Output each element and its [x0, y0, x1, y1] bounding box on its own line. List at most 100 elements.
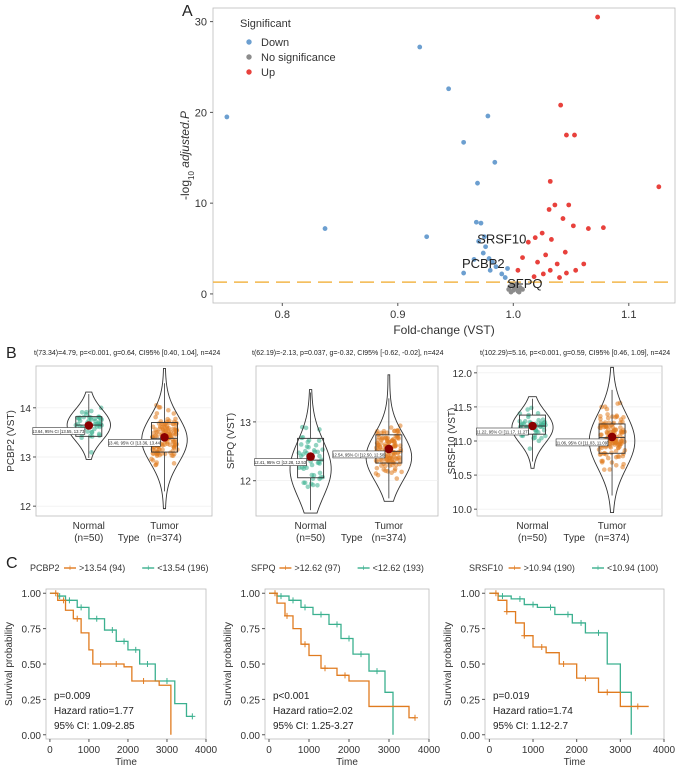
volcano-point-up [549, 237, 554, 242]
volcano-point-up [581, 261, 587, 267]
km-plot-km-pcbp2: 0.00 0.25 0.50 0.75 1.00 0 1000 2000 3000 4000 Tim… [4, 563, 218, 768]
volcano-point-down [476, 238, 482, 244]
volcano-point-up [535, 259, 540, 265]
km-y-tick-label: 1.00 [461, 589, 481, 600]
violin-mean-point [384, 444, 394, 454]
km-legend-label-high: >10.94 (190) [524, 563, 575, 573]
violin-point [81, 414, 87, 420]
violin-y-tick-label: 11.0 [453, 437, 472, 448]
violin-mean-point [160, 433, 169, 442]
km-x-tick-label: 0 [266, 745, 272, 756]
km-x-tick-label: 2000 [338, 745, 361, 756]
gene-label-pcbp2: PCBP2 [462, 256, 505, 271]
violin-point [390, 437, 395, 443]
km-y-tick-label: 0.25 [461, 695, 481, 706]
violin-group-label: Tumor [375, 521, 404, 532]
violin-point [605, 455, 611, 461]
violin-point [164, 425, 169, 431]
volcano-point-down [471, 257, 477, 262]
volcano-point-up [547, 178, 553, 184]
violin-point [92, 426, 97, 432]
volcano-point-up [520, 255, 525, 261]
volcano-point-up [595, 14, 601, 20]
violin-stat-text: t(73.34)=4.79, p=<0.001, g=0.64, CI95% [… [34, 350, 220, 357]
violin-group-n: (n=50) [74, 533, 103, 544]
km-y-tick-label: 1.00 [22, 589, 42, 600]
km-y-tick-label: 1.00 [241, 589, 261, 600]
violin-point [373, 471, 379, 476]
violin-point [315, 482, 320, 488]
volcano-point-up [531, 274, 537, 280]
violin-point [309, 462, 315, 468]
violin-plot-pcbp2: 12 13 14 t(73.34)=4.79, p=<0.001, g=0.64, C… [6, 350, 220, 544]
volcano-point-up [539, 230, 545, 236]
violin-point [598, 413, 603, 419]
volcano-point-up [572, 132, 577, 138]
km-ci: 95% CI: 1.12-2.7 [493, 721, 568, 732]
violin-group-n: (n=374) [371, 533, 406, 544]
km-curve-low [489, 592, 632, 735]
violin-point [527, 446, 533, 451]
volcano-x-tick-label: 1.1 [621, 309, 636, 321]
violin-outline [511, 396, 554, 469]
km-x-tick-label: 3000 [378, 745, 401, 756]
volcano-point-up [564, 132, 569, 138]
violin-point [607, 467, 613, 472]
km-curve-high [489, 592, 649, 708]
violin-point [157, 424, 163, 430]
violin-point [604, 430, 610, 436]
violin-y-tick-label: 13 [240, 418, 252, 429]
violin-point [374, 465, 380, 471]
km-y-tick-label: 0.00 [22, 731, 42, 742]
violin-y-tick-label: 14 [20, 404, 32, 415]
volcano-point-up [515, 267, 521, 273]
violin-point [525, 407, 530, 412]
violin-point [85, 429, 90, 434]
km-x-tick-label: 4000 [195, 745, 218, 756]
volcano-point-up [552, 202, 558, 208]
volcano-point-up [566, 202, 572, 208]
km-legend-label-low: <13.54 (196) [157, 563, 208, 573]
violin-point [381, 428, 387, 434]
legend-label-down: Down [261, 37, 289, 49]
volcano-point-down [493, 264, 499, 270]
violin-point [303, 425, 309, 431]
violin-point [599, 458, 604, 464]
km-x-label: Time [115, 757, 137, 768]
km-hazard-ratio: Hazard ratio=2.02 [273, 706, 353, 717]
volcano-point-down [461, 139, 467, 145]
violin-point [383, 435, 389, 441]
volcano-point-down [483, 244, 488, 250]
violin-point [399, 469, 404, 475]
volcano-x-label: Fold-change (VST) [393, 323, 494, 337]
km-y-label: Survival probability [4, 622, 15, 706]
violin-y-label: SRSF10 (VST) [447, 408, 458, 475]
violin-point [388, 453, 394, 459]
volcano-point-ns [516, 289, 522, 295]
legend-key-up [246, 69, 252, 75]
volcano-point-down [486, 256, 492, 261]
violin-point [606, 427, 611, 433]
volcano-point-up [557, 275, 562, 280]
violin-point [397, 458, 403, 463]
volcano-point-down [499, 271, 505, 277]
volcano-point-down [224, 114, 230, 120]
volcano-point-ns [520, 286, 525, 292]
violin-point [316, 438, 322, 443]
violin-point [300, 452, 306, 457]
km-legend-title: PCBP2 [30, 563, 60, 573]
km-x-tick-label: 2000 [117, 745, 140, 756]
volcano-point-down [502, 275, 508, 280]
violin-point [311, 448, 317, 453]
km-y-tick-label: 0.25 [22, 695, 42, 706]
violin-group-n: (n=50) [296, 533, 325, 544]
violin-y-tick-label: 10.0 [453, 505, 473, 516]
panel-label-c: C [6, 555, 18, 572]
violin-point [170, 421, 176, 427]
violin-plot-srsf10: 10.0 10.5 11.0 11.5 12.0 t(102.29)=5.16, p=<0… [447, 350, 670, 544]
km-legend-label-low: <12.62 (193) [373, 563, 424, 573]
volcano-point-down [446, 86, 452, 92]
km-legend-label-high: >12.62 (97) [294, 563, 340, 573]
volcano-plot: 0.8 0.9 1.0 1.1 0 10 20 30 Fold-change (VST) -log… [178, 7, 676, 337]
